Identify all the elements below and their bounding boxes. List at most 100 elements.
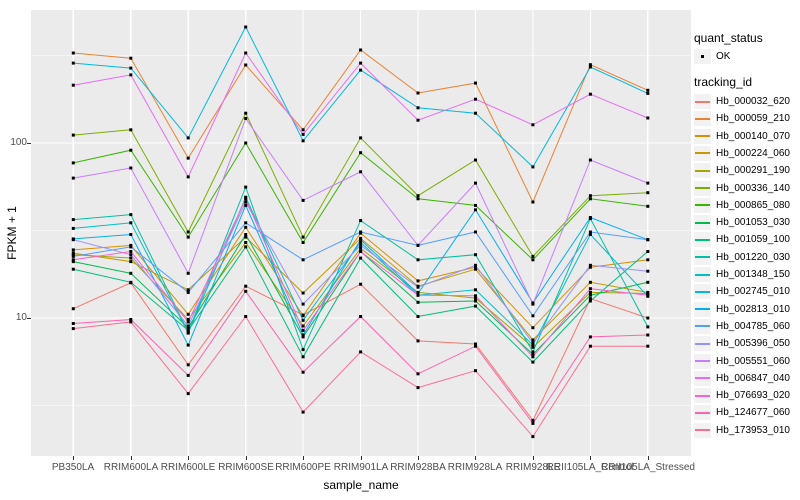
data-point — [646, 292, 650, 295]
data-point — [531, 258, 535, 262]
data-point — [129, 318, 133, 321]
x-tick-mark — [418, 456, 419, 460]
legend-label: Hb_002813_010 — [716, 303, 790, 315]
data-point — [186, 175, 190, 179]
data-point — [129, 320, 133, 324]
data-point — [186, 328, 190, 332]
legend-key-swatch — [694, 128, 711, 144]
legend-item-Hb_001220_030: Hb_001220_030 — [694, 249, 790, 266]
legend-item-Hb_001059_100: Hb_001059_100 — [694, 231, 790, 248]
data-point — [359, 136, 363, 140]
data-point — [646, 269, 650, 273]
x-tick-label-RRIM600PE: RRIM600PE — [275, 462, 331, 473]
legend-line-icon — [695, 238, 710, 241]
legend-key-swatch — [694, 111, 711, 127]
x-tick-label-RRIM928BA: RRIM928BA — [390, 462, 446, 473]
data-point — [474, 181, 477, 185]
legend-label: Hb_001059_100 — [716, 234, 790, 246]
data-point — [71, 253, 75, 257]
legend-key-swatch — [694, 284, 711, 300]
data-point — [71, 322, 75, 325]
data-point — [301, 328, 305, 332]
legend-key-swatch — [694, 301, 711, 317]
data-point — [244, 51, 248, 55]
data-point — [186, 324, 190, 328]
data-point — [129, 221, 133, 225]
data-point — [186, 318, 190, 321]
data-point — [531, 435, 535, 439]
data-point — [71, 83, 75, 87]
legend-key-swatch — [694, 267, 711, 282]
data-point — [186, 373, 190, 377]
data-point — [474, 81, 477, 85]
data-point — [359, 68, 363, 72]
data-point — [474, 344, 477, 348]
legend-line-icon — [695, 411, 710, 414]
data-point — [416, 118, 420, 122]
legend-line-icon — [695, 204, 710, 207]
data-point — [531, 360, 535, 364]
data-point — [129, 256, 133, 260]
data-point — [416, 285, 420, 289]
data-point — [531, 341, 535, 345]
x-axis-title: sample_name — [323, 478, 399, 492]
data-point — [588, 233, 592, 236]
data-point — [359, 151, 363, 155]
x-tick-mark — [475, 456, 476, 460]
data-point — [531, 338, 535, 342]
data-point — [359, 250, 363, 253]
data-point — [359, 170, 363, 174]
y-tick-label: 100 — [10, 137, 27, 148]
data-point — [244, 141, 248, 145]
legend-label: Hb_173953_010 — [716, 424, 790, 436]
data-point — [531, 421, 535, 425]
legend-line-icon — [695, 273, 710, 276]
x-tick-mark — [131, 456, 132, 460]
data-point — [244, 195, 248, 199]
data-point — [588, 280, 592, 284]
x-tick-label-RRIM928LE: RRIM928LE — [505, 462, 561, 473]
legend-item-Hb_076693_020: Hb_076693_020 — [694, 387, 790, 404]
legend-label: Hb_002745_010 — [716, 286, 790, 298]
data-point — [646, 250, 650, 253]
legend-line-icon — [695, 394, 710, 397]
data-point — [129, 271, 133, 275]
data-point — [244, 200, 248, 204]
legend-label: Hb_000032_620 — [716, 96, 790, 107]
data-point — [301, 324, 305, 328]
data-point — [359, 350, 363, 354]
data-point — [71, 176, 75, 180]
data-point — [416, 91, 420, 95]
data-point — [186, 235, 190, 239]
data-point — [71, 61, 75, 65]
data-point — [71, 307, 75, 311]
black-point-icon — [701, 55, 704, 58]
data-point — [71, 226, 75, 230]
data-point — [588, 197, 592, 201]
data-point — [186, 271, 190, 275]
data-point — [588, 263, 592, 267]
legend-key-swatch — [694, 197, 711, 213]
data-point — [301, 128, 305, 132]
legend-item-Hb_000224_060: Hb_000224_060 — [694, 145, 790, 162]
data-point — [359, 246, 363, 250]
legend-line-icon — [695, 152, 710, 155]
data-point — [588, 194, 592, 198]
legend-label: Hb_000865_080 — [716, 199, 790, 211]
data-point — [359, 315, 363, 318]
legend-item-Hb_001053_030: Hb_001053_030 — [694, 214, 790, 231]
data-point — [416, 300, 420, 304]
data-point — [186, 392, 190, 396]
data-point — [416, 106, 420, 110]
data-point — [244, 289, 248, 293]
legend-label: Hb_000059_210 — [716, 113, 790, 125]
legend: quant_status OK tracking_id Hb_000032_62… — [694, 0, 800, 500]
data-point — [588, 65, 592, 69]
data-point — [588, 265, 592, 269]
data-point — [186, 156, 190, 160]
data-point — [301, 410, 305, 414]
legend-item-Hb_005396_050: Hb_005396_050 — [694, 335, 790, 352]
data-point — [186, 363, 190, 367]
data-point — [129, 166, 133, 170]
data-point — [244, 241, 248, 244]
